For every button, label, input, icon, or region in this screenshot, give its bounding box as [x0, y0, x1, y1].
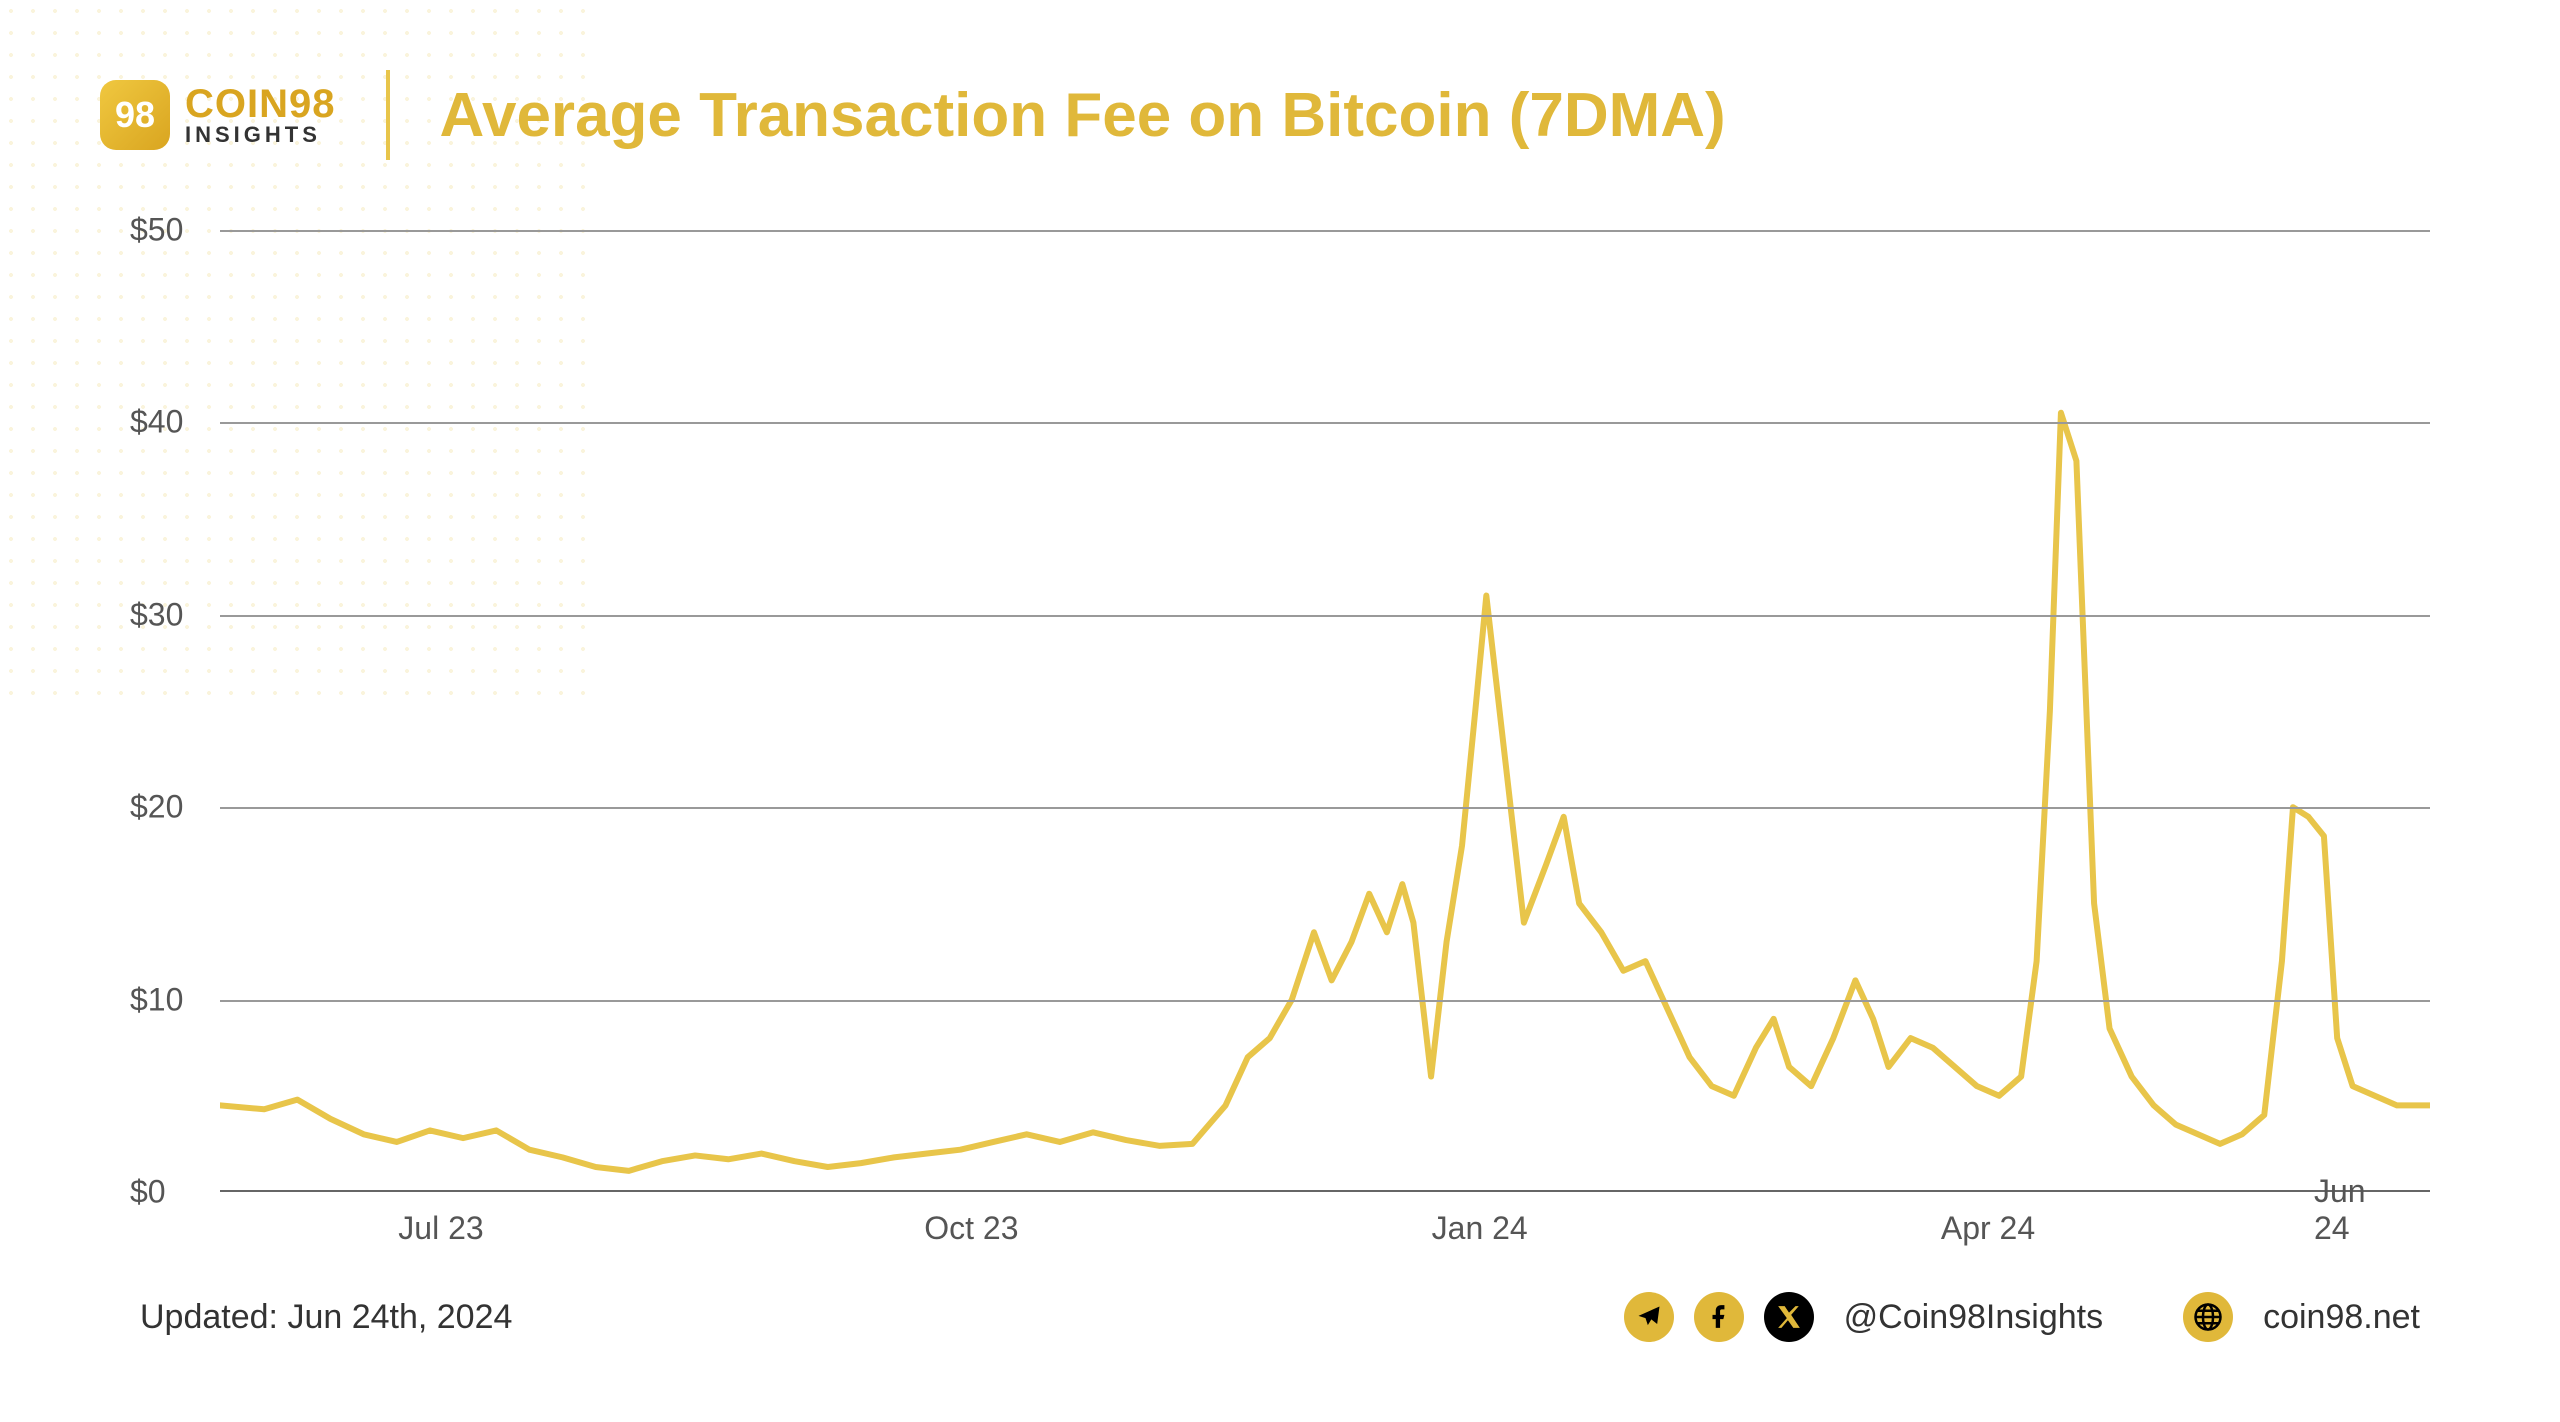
- chart-title: Average Transaction Fee on Bitcoin (7DMA…: [440, 80, 2461, 151]
- grid-line: [220, 230, 2430, 232]
- facebook-icon[interactable]: [1694, 1292, 1744, 1342]
- x-axis: [220, 1190, 2430, 1192]
- brand-sub: INSIGHTS: [185, 124, 336, 146]
- y-tick-label: $40: [130, 404, 183, 441]
- y-tick-label: $50: [130, 212, 183, 249]
- grid-line: [220, 1000, 2430, 1002]
- social-links: @Coin98Insights coin98.net: [1624, 1292, 2420, 1342]
- social-handle: @Coin98Insights: [1844, 1298, 2103, 1337]
- x-tick-label: Apr 24: [1941, 1210, 2035, 1247]
- grid-line: [220, 422, 2430, 424]
- chart: $0$10$20$30$40$50Jul 23Oct 23Jan 24Apr 2…: [130, 230, 2430, 1192]
- x-tick-label: Jun 24: [2314, 1173, 2391, 1247]
- logo-text: COIN98 INSIGHTS: [185, 84, 336, 146]
- y-tick-label: $20: [130, 789, 183, 826]
- brand-name: COIN98: [185, 84, 336, 124]
- website-label: coin98.net: [2263, 1298, 2420, 1337]
- x-twitter-icon[interactable]: [1764, 1292, 1814, 1342]
- footer: Updated: Jun 24th, 2024 @Coin98Insights …: [140, 1292, 2420, 1342]
- y-tick-label: $0: [130, 1174, 166, 1211]
- x-tick-label: Jan 24: [1432, 1210, 1528, 1247]
- logo-icon: 98: [100, 80, 170, 150]
- x-tick-label: Oct 23: [924, 1210, 1018, 1247]
- header: 98 COIN98 INSIGHTS Average Transaction F…: [100, 70, 2460, 160]
- grid-line: [220, 615, 2430, 617]
- x-tick-label: Jul 23: [398, 1210, 483, 1247]
- y-tick-label: $10: [130, 981, 183, 1018]
- updated-label: Updated: Jun 24th, 2024: [140, 1298, 512, 1337]
- fee-line-series: [220, 413, 2430, 1171]
- line-chart-svg: [220, 230, 2430, 1192]
- header-divider: [386, 70, 390, 160]
- globe-icon[interactable]: [2183, 1292, 2233, 1342]
- logo: 98 COIN98 INSIGHTS: [100, 80, 336, 150]
- telegram-icon[interactable]: [1624, 1292, 1674, 1342]
- y-tick-label: $30: [130, 596, 183, 633]
- grid-line: [220, 807, 2430, 809]
